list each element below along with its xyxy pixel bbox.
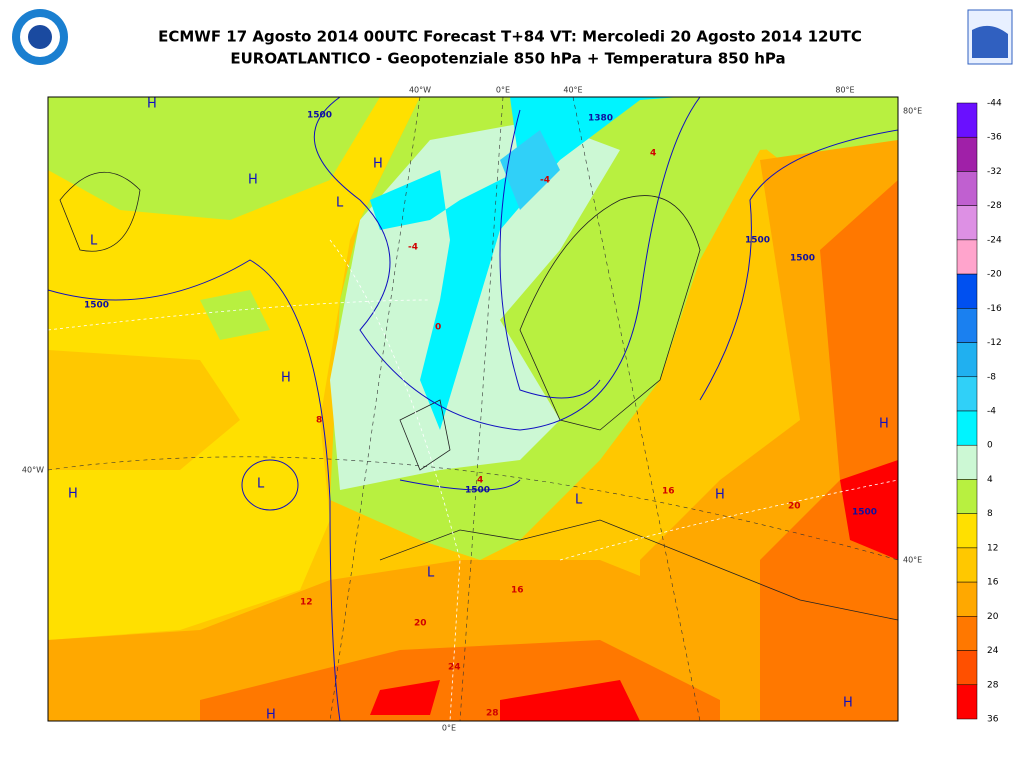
pressure-symbol: H [68,487,78,502]
colorbar-label: -20 [987,270,1002,280]
colorbar-label: -4 [987,407,996,417]
temperature-label: 12 [300,598,313,608]
colorbar-swatch [956,239,978,275]
pressure-symbol: H [248,173,258,188]
colorbar-swatch [956,684,978,720]
grid-label: 40°E [563,86,582,95]
subtitle: EUROATLANTICO - Geopotenziale 850 hPa + … [230,50,785,68]
contour-label: 1500 [745,236,770,246]
pressure-symbol: L [336,196,344,211]
colorbar-swatch [956,273,978,309]
pressure-symbol: L [427,566,435,581]
temperature-label: 28 [486,709,499,719]
temperature-label: 0 [435,323,441,333]
grid-label: 0°E [496,86,510,95]
grid-label: 80°E [835,86,854,95]
colorbar-label: 24 [987,646,999,656]
colorbar-label: -28 [987,201,1002,211]
colorbar-swatch [956,650,978,686]
pressure-symbol: H [147,97,157,112]
temperature-label: 4 [477,476,483,486]
colorbar-label: 12 [987,543,998,553]
title: ECMWF 17 Agosto 2014 00UTC Forecast T+84… [158,28,862,46]
temperature-label: 16 [662,487,675,497]
logo-left [12,9,68,65]
colorbar-label: 4 [987,475,993,485]
temperature-label: 16 [511,586,524,596]
colorbar-swatch [956,102,978,138]
colorbar-label: 8 [987,509,993,519]
grid-label: 40°E [903,556,922,565]
grid-label: 40°W [409,86,431,95]
colorbar-label: 20 [987,612,999,622]
colorbar-label: -8 [987,372,996,382]
temperature-label: 8 [316,416,322,426]
colorbar-swatch [956,136,978,172]
grid-label: 0°E [442,724,456,733]
colorbar-label: -32 [987,167,1002,177]
colorbar-swatch [956,444,978,480]
grid-label: 40°W [22,466,44,475]
colorbar-swatch [956,581,978,617]
pressure-symbol: H [715,488,725,503]
colorbar-label: 36 [987,715,999,725]
colorbar-label: 0 [987,441,993,451]
contour-label: 1500 [307,111,332,121]
contour-label: 1500 [84,301,109,311]
contour-label: 1500 [852,508,877,518]
pressure-symbol: L [90,234,98,249]
pressure-symbol: H [266,708,276,723]
pressure-symbol: L [575,493,583,508]
colorbar-swatch [956,547,978,583]
grid-label: 80°E [903,107,922,116]
temperature-label: -4 [540,176,550,186]
temperature-label: 20 [788,502,801,512]
pressure-symbol: H [373,157,383,172]
colorbar-swatch [956,479,978,514]
colorbar-label: -12 [987,338,1002,348]
pressure-symbol: H [281,371,291,386]
contour-label: 1500 [790,254,815,264]
temperature-label: 4 [650,149,656,159]
temperature-label: 24 [448,663,461,673]
pressure-symbol: L [257,477,265,492]
colorbar-swatch [956,410,978,446]
colorbar-swatch [956,205,978,241]
colorbar-label: -16 [987,304,1002,314]
colorbar-swatch [956,616,978,651]
pressure-symbol: H [843,696,853,711]
colorbar-label: -44 [987,99,1002,109]
colorbar-label: 16 [987,578,999,588]
colorbar: -44 -36 -32 -28 -24 -20 -16 -12 -8 -4 0 4 8 12 16 20 24 2… [956,99,1002,725]
colorbar-swatch [956,342,978,378]
colorbar-label: -36 [987,133,1002,143]
colorbar-swatch [956,513,978,549]
contour-label: 1380 [588,114,613,124]
temperature-label: 20 [414,619,427,629]
pressure-symbol: H [879,417,889,432]
colorbar-swatch [956,171,978,206]
colorbar-label: 28 [987,680,999,690]
logo-right [967,9,1013,65]
colorbar-swatch [956,308,978,343]
temperature-label: -4 [408,243,418,253]
contour-label: 1500 [465,486,490,496]
map-frame [47,96,899,722]
colorbar-swatch [956,376,978,412]
map [48,97,898,721]
colorbar-label: -24 [987,235,1002,245]
